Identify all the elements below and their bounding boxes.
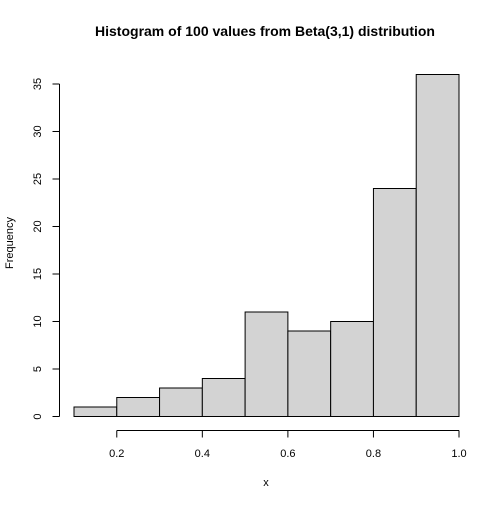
x-tick-label: 0.4 xyxy=(195,448,210,460)
x-tick-label: 1.0 xyxy=(451,448,466,460)
histogram-bar xyxy=(116,397,161,417)
histogram-bar xyxy=(159,387,203,417)
bars-group xyxy=(73,74,460,417)
y-axis: 0 5 10 15 20 25 30 35 xyxy=(32,78,60,420)
x-tick-label: 0.2 xyxy=(109,448,124,460)
histogram-bar xyxy=(73,406,118,417)
histogram-bar xyxy=(201,378,246,417)
y-tick-label: 15 xyxy=(32,268,44,280)
y-tick-label: 10 xyxy=(32,315,44,327)
y-axis-label: Frequency xyxy=(4,217,16,269)
x-tick-label: 0.8 xyxy=(366,448,381,460)
y-tick-label: 20 xyxy=(32,220,44,232)
histogram-bar xyxy=(372,188,417,417)
chart-title: Histogram of 100 values from Beta(3,1) d… xyxy=(95,23,435,39)
histogram-bar xyxy=(287,330,332,417)
y-tick-label: 5 xyxy=(32,366,44,372)
x-axis-label: x xyxy=(263,477,269,489)
x-tick-label: 0.6 xyxy=(280,448,295,460)
y-tick-label: 35 xyxy=(32,78,44,90)
histogram-bar xyxy=(330,321,374,417)
y-tick-label: 0 xyxy=(32,413,44,419)
histogram-bar xyxy=(244,311,289,417)
x-axis: 0.2 0.4 0.6 0.8 1.0 xyxy=(109,430,467,460)
y-tick-label: 30 xyxy=(32,125,44,137)
y-tick-label: 25 xyxy=(32,173,44,185)
histogram-bar xyxy=(415,74,460,417)
